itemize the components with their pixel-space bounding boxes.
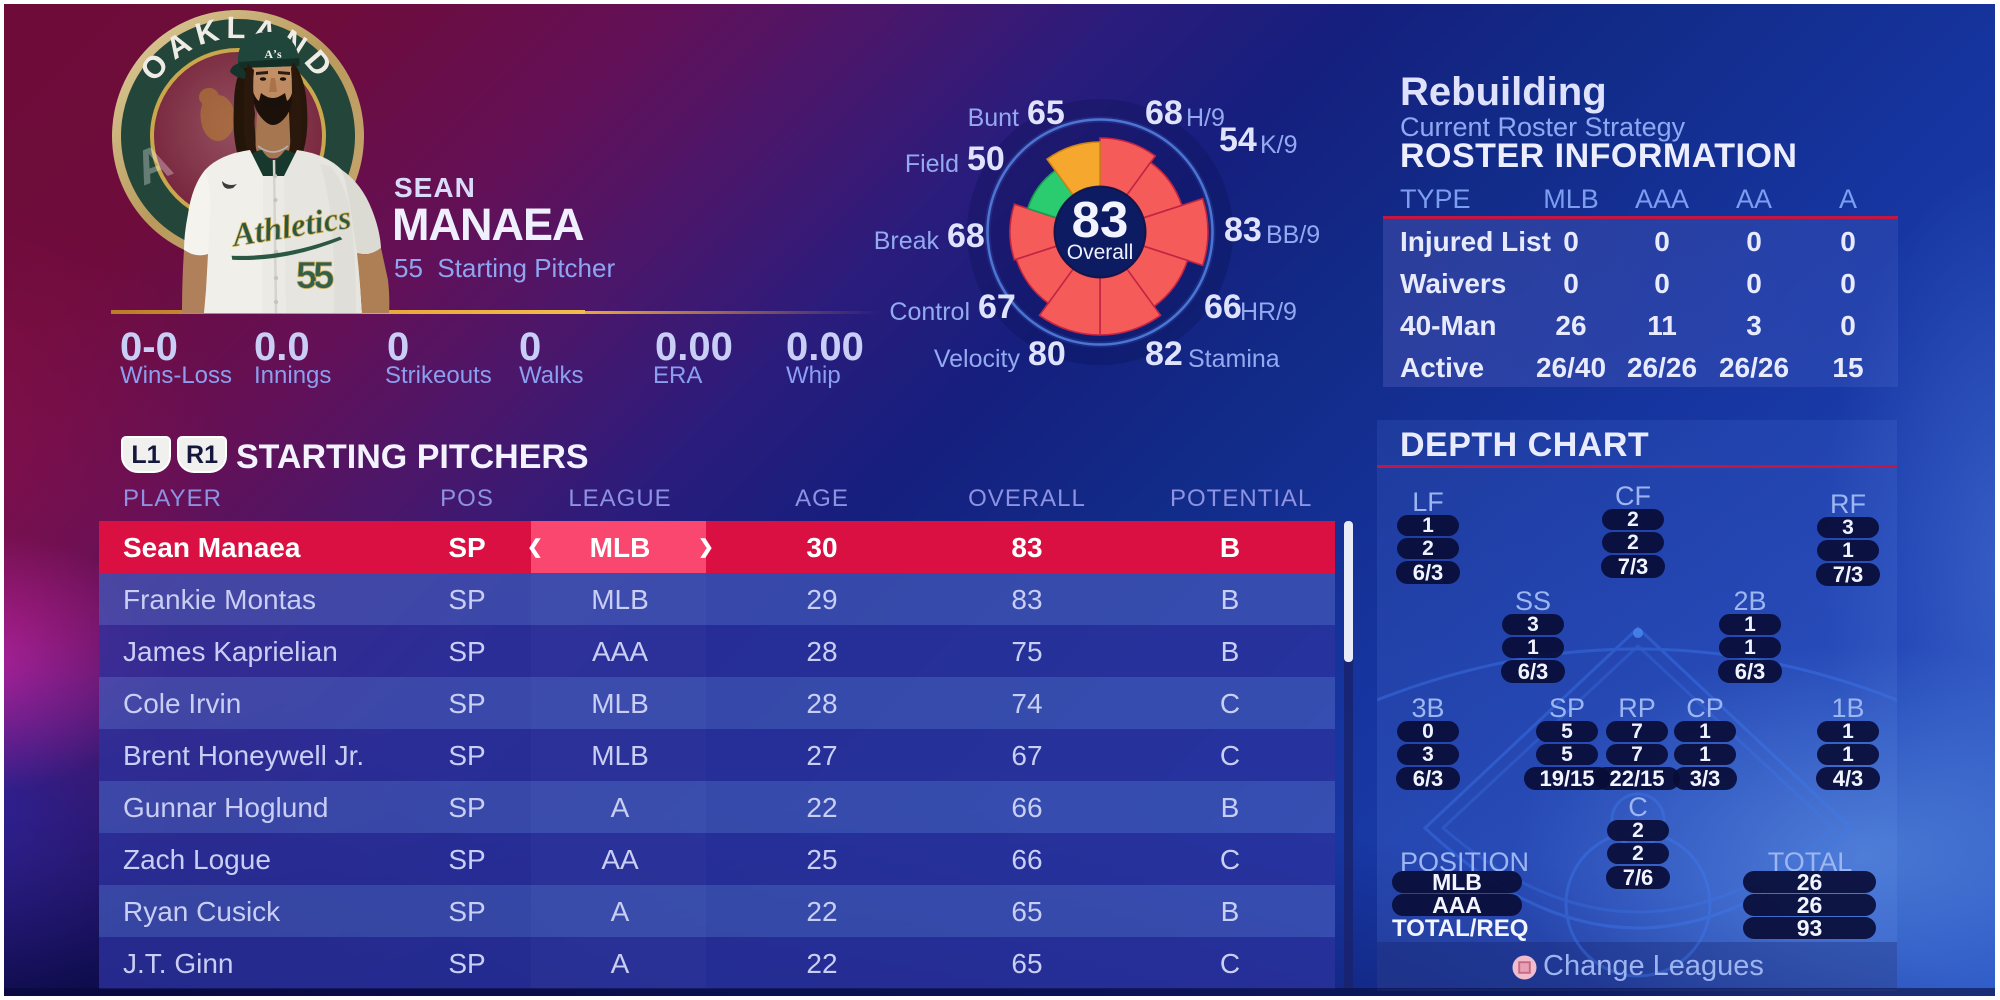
svg-text:83: 83 — [1072, 191, 1129, 248]
svg-text:55: 55 — [296, 255, 334, 297]
svg-text:Aʼs: Aʼs — [264, 47, 282, 61]
svg-text:Overall: Overall — [1067, 241, 1134, 264]
